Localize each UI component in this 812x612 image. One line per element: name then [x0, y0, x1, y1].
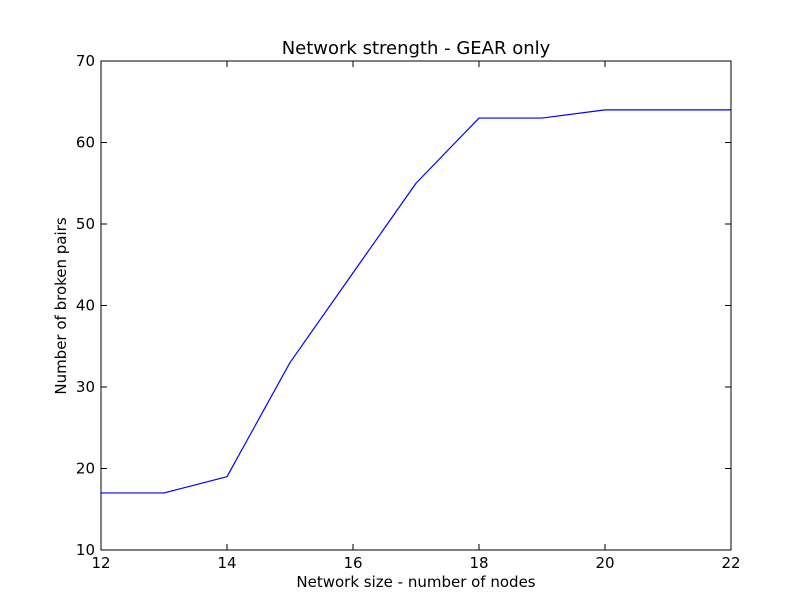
plot-frame	[100, 60, 732, 551]
y-tick-label: 40	[76, 297, 95, 315]
series-line-0	[101, 109, 731, 494]
series-layer	[101, 109, 731, 494]
x-tick-label: 16	[343, 554, 362, 572]
chart-title: Network strength - GEAR only	[282, 38, 551, 59]
y-tick-label: 30	[76, 378, 95, 396]
y-tick-label: 60	[76, 134, 95, 152]
plot-area	[101, 61, 731, 550]
x-tick-label: 12	[91, 554, 110, 572]
x-tick-label: 22	[721, 554, 740, 572]
x-tick-label: 18	[469, 554, 488, 572]
y-tick-label: 50	[76, 215, 95, 233]
y-tick-label: 20	[76, 460, 95, 478]
tick-layer: 12 14 16 18 20 22 10 20 30 40 50 60 70	[76, 52, 741, 572]
y-axis-label: Number of broken pairs	[52, 217, 70, 394]
y-tick-label: 70	[76, 52, 95, 70]
x-tick-label: 14	[217, 554, 236, 572]
x-tick-label: 20	[595, 554, 614, 572]
x-axis-label: Network size - number of nodes	[296, 573, 535, 591]
y-tick-label: 10	[76, 541, 95, 559]
